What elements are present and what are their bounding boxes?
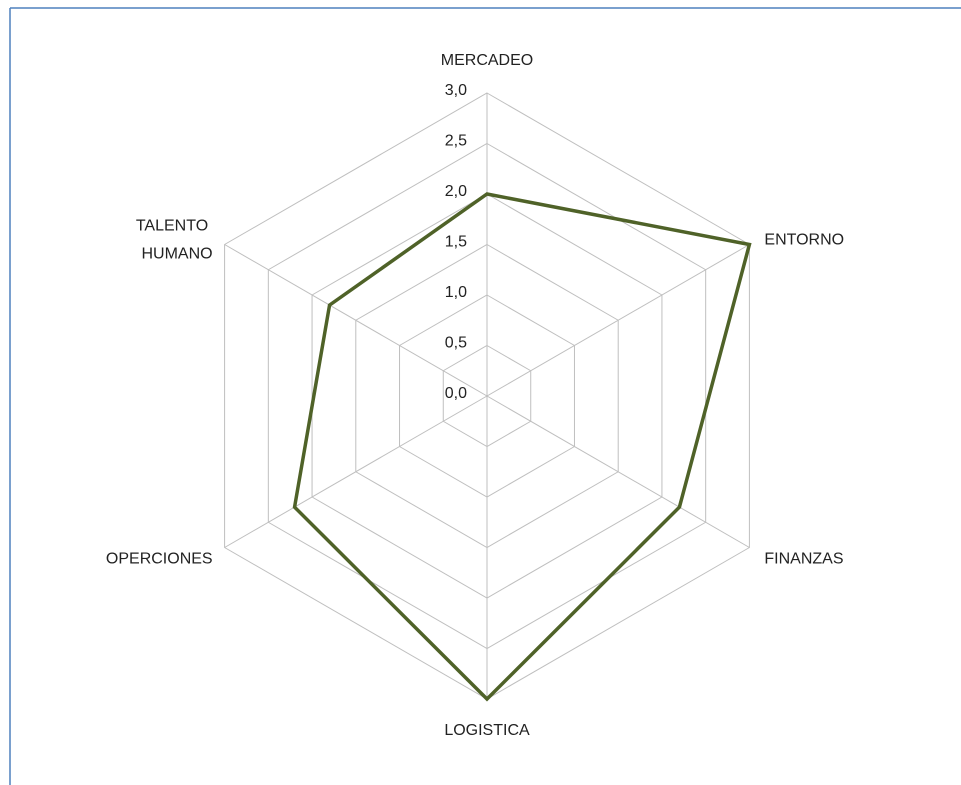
category-label-line: HUMANO [141, 246, 212, 263]
y-tick-label: 0,5 [445, 335, 467, 352]
y-tick-label: 2,5 [445, 133, 467, 150]
category-label: OPERCIONES [106, 551, 213, 568]
category-label: ENTORNO [764, 232, 844, 249]
category-label: FINANZAS [764, 551, 843, 568]
spoke [486, 395, 750, 548]
category-label-line: TALENTO [136, 218, 213, 235]
series-line [292, 192, 752, 702]
spoke [486, 244, 750, 397]
spoke [224, 244, 488, 397]
category-label: TALENTO HUMANO [136, 218, 213, 263]
y-tick-label: 1,5 [445, 234, 467, 251]
spoke [224, 395, 488, 548]
category-label: LOGISTICA [444, 722, 530, 739]
y-tick-label: 0,0 [445, 385, 467, 402]
y-tick-label: 1,0 [445, 284, 467, 301]
y-tick-label: 3,0 [445, 82, 467, 99]
y-tick-label: 2,0 [445, 183, 467, 200]
category-label: MERCADEO [441, 52, 533, 69]
